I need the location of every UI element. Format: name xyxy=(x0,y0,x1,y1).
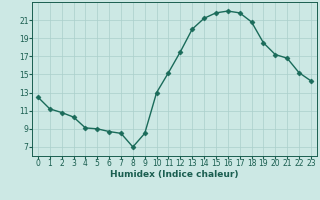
X-axis label: Humidex (Indice chaleur): Humidex (Indice chaleur) xyxy=(110,170,239,179)
